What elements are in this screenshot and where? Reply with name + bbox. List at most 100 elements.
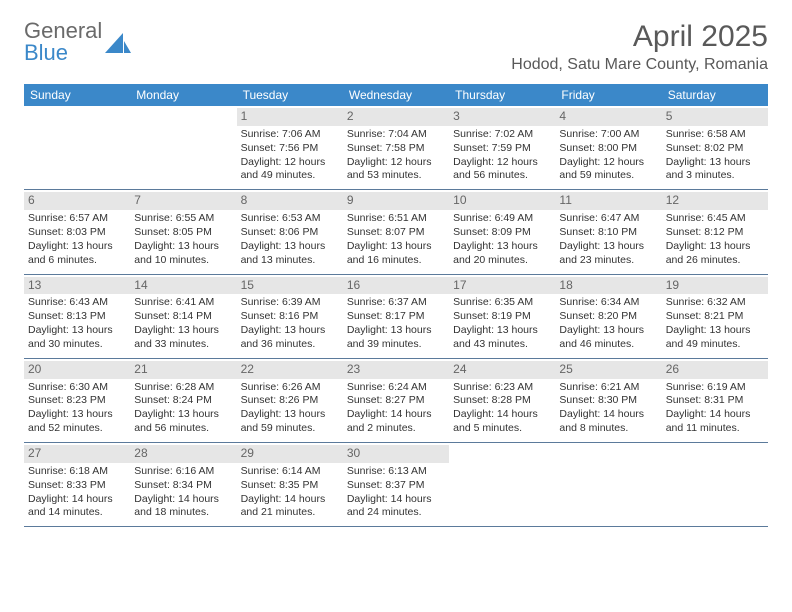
daylight-text: Daylight: 12 hours and 53 minutes. [347,156,445,184]
sunset-text: Sunset: 8:21 PM [666,310,764,324]
day-cell: 14Sunrise: 6:41 AMSunset: 8:14 PMDayligh… [130,275,236,358]
daylight-text: Daylight: 13 hours and 13 minutes. [241,240,339,268]
day-cell: 19Sunrise: 6:32 AMSunset: 8:21 PMDayligh… [662,275,768,358]
sunrise-text: Sunrise: 6:21 AM [559,381,657,395]
logo-text-2: Blue [24,40,68,65]
daylight-text: Daylight: 14 hours and 11 minutes. [666,408,764,436]
sunset-text: Sunset: 8:07 PM [347,226,445,240]
title-block: April 2025 Hodod, Satu Mare County, Roma… [511,20,768,74]
sunrise-text: Sunrise: 6:53 AM [241,212,339,226]
daylight-text: Daylight: 12 hours and 56 minutes. [453,156,551,184]
day-cell: 6Sunrise: 6:57 AMSunset: 8:03 PMDaylight… [24,190,130,273]
day-number [449,445,555,463]
day-cell: 10Sunrise: 6:49 AMSunset: 8:09 PMDayligh… [449,190,555,273]
day-number: 15 [237,277,343,295]
calendar-page: General Blue April 2025 Hodod, Satu Mare… [0,0,792,547]
daylight-text: Daylight: 13 hours and 39 minutes. [347,324,445,352]
daylight-text: Daylight: 13 hours and 20 minutes. [453,240,551,268]
daylight-text: Daylight: 13 hours and 30 minutes. [28,324,126,352]
daylight-text: Daylight: 14 hours and 24 minutes. [347,493,445,521]
dow-mon: Monday [130,84,236,106]
sunset-text: Sunset: 8:20 PM [559,310,657,324]
week-row: 20Sunrise: 6:30 AMSunset: 8:23 PMDayligh… [24,359,768,443]
sunset-text: Sunset: 8:24 PM [134,394,232,408]
sunrise-text: Sunrise: 6:24 AM [347,381,445,395]
sunset-text: Sunset: 8:34 PM [134,479,232,493]
daylight-text: Daylight: 13 hours and 43 minutes. [453,324,551,352]
sunset-text: Sunset: 8:26 PM [241,394,339,408]
sunrise-text: Sunrise: 6:43 AM [28,296,126,310]
day-number: 12 [662,192,768,210]
sunrise-text: Sunrise: 6:55 AM [134,212,232,226]
sunset-text: Sunset: 8:19 PM [453,310,551,324]
day-number: 22 [237,361,343,379]
day-cell [555,443,661,526]
sunset-text: Sunset: 8:02 PM [666,142,764,156]
daylight-text: Daylight: 12 hours and 59 minutes. [559,156,657,184]
day-number: 21 [130,361,236,379]
day-number: 5 [662,108,768,126]
day-cell: 25 Sunrise: 6:21 AMSunset: 8:30 PMDayligh… [555,359,661,442]
sunset-text: Sunset: 8:13 PM [28,310,126,324]
sunrise-text: Sunrise: 6:35 AM [453,296,551,310]
daylight-text: Daylight: 14 hours and 21 minutes. [241,493,339,521]
sunset-text: Sunset: 8:10 PM [559,226,657,240]
sunrise-text: Sunrise: 6:32 AM [666,296,764,310]
day-cell: 26Sunrise: 6:19 AMSunset: 8:31 PMDayligh… [662,359,768,442]
sunset-text: Sunset: 8:27 PM [347,394,445,408]
daylight-text: Daylight: 13 hours and 33 minutes. [134,324,232,352]
day-number: 19 [662,277,768,295]
sunrise-text: Sunrise: 6:41 AM [134,296,232,310]
day-number: 1 [237,108,343,126]
dow-tue: Tuesday [237,84,343,106]
sunset-text: Sunset: 8:30 PM [559,394,657,408]
day-cell [449,443,555,526]
sunrise-text: Sunrise: 6:19 AM [666,381,764,395]
dow-sun: Sunday [24,84,130,106]
day-cell: 7Sunrise: 6:55 AMSunset: 8:05 PMDaylight… [130,190,236,273]
dow-header: Sunday Monday Tuesday Wednesday Thursday… [24,84,768,106]
sunrise-text: Sunrise: 6:14 AM [241,465,339,479]
day-number: 10 [449,192,555,210]
day-cell: 15Sunrise: 6:39 AMSunset: 8:16 PMDayligh… [237,275,343,358]
week-row: 13Sunrise: 6:43 AMSunset: 8:13 PMDayligh… [24,275,768,359]
logo-sail-icon [105,31,131,53]
week-row: 6Sunrise: 6:57 AMSunset: 8:03 PMDaylight… [24,190,768,274]
daylight-text: Daylight: 13 hours and 49 minutes. [666,324,764,352]
daylight-text: Daylight: 14 hours and 8 minutes. [559,408,657,436]
day-cell [130,106,236,189]
day-cell: 8Sunrise: 6:53 AMSunset: 8:06 PMDaylight… [237,190,343,273]
day-number: 27 [24,445,130,463]
daylight-text: Daylight: 13 hours and 56 minutes. [134,408,232,436]
day-cell: 24Sunrise: 6:23 AMSunset: 8:28 PMDayligh… [449,359,555,442]
day-cell: 22Sunrise: 6:26 AMSunset: 8:26 PMDayligh… [237,359,343,442]
daylight-text: Daylight: 14 hours and 2 minutes. [347,408,445,436]
sunrise-text: Sunrise: 7:02 AM [453,128,551,142]
day-number: 28 [130,445,236,463]
day-cell: 13Sunrise: 6:43 AMSunset: 8:13 PMDayligh… [24,275,130,358]
sunset-text: Sunset: 8:28 PM [453,394,551,408]
day-cell: 29Sunrise: 6:14 AMSunset: 8:35 PMDayligh… [237,443,343,526]
day-number: 30 [343,445,449,463]
daylight-text: Daylight: 13 hours and 52 minutes. [28,408,126,436]
sunset-text: Sunset: 8:09 PM [453,226,551,240]
sunset-text: Sunset: 8:35 PM [241,479,339,493]
day-cell: 20Sunrise: 6:30 AMSunset: 8:23 PMDayligh… [24,359,130,442]
sunset-text: Sunset: 8:17 PM [347,310,445,324]
location: Hodod, Satu Mare County, Romania [511,56,768,74]
daylight-text: Daylight: 13 hours and 59 minutes. [241,408,339,436]
day-number: 6 [24,192,130,210]
day-number: 25 [555,361,661,379]
day-cell: 23Sunrise: 6:24 AMSunset: 8:27 PMDayligh… [343,359,449,442]
logo-text: General Blue [24,20,102,64]
daylight-text: Daylight: 13 hours and 36 minutes. [241,324,339,352]
sunset-text: Sunset: 8:31 PM [666,394,764,408]
day-cell: 27Sunrise: 6:18 AMSunset: 8:33 PMDayligh… [24,443,130,526]
day-cell: 3 Sunrise: 7:02 AMSunset: 7:59 PMDaylight… [449,106,555,189]
sunset-text: Sunset: 7:59 PM [453,142,551,156]
day-number: 3 [449,108,555,126]
day-number: 14 [130,277,236,295]
calendar: Sunday Monday Tuesday Wednesday Thursday… [24,84,768,527]
sunset-text: Sunset: 8:06 PM [241,226,339,240]
sunset-text: Sunset: 7:56 PM [241,142,339,156]
